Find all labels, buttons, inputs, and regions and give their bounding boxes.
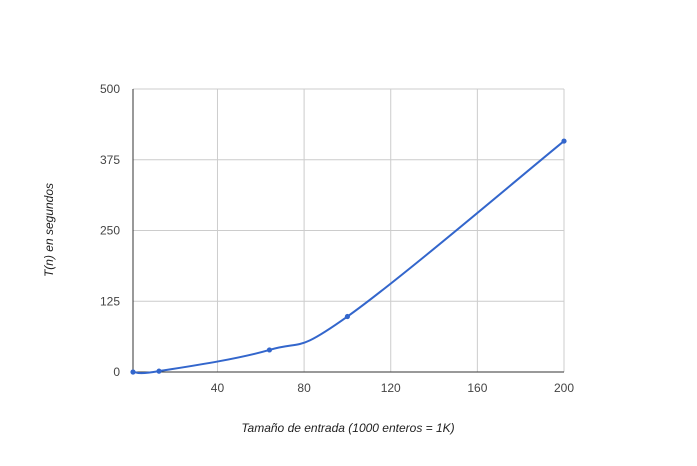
y-tick-label: 375: [100, 153, 120, 167]
x-tick-label: 40: [211, 381, 225, 395]
series-line: [132, 140, 565, 375]
x-axis-title: Tamaño de entrada (1000 enteros = 1K): [241, 421, 454, 435]
x-tick-label: 120: [381, 381, 401, 395]
x-tick-label: 160: [467, 381, 487, 395]
y-axis-title: T(n) en segundos: [42, 183, 56, 277]
series-layer: [130, 138, 567, 375]
data-point: [266, 347, 273, 353]
data-point: [156, 368, 162, 374]
y-tick-label: 0: [113, 365, 120, 379]
gridlines: [133, 88, 565, 372]
y-tick-label: 125: [100, 294, 120, 308]
x-tick-label: 80: [297, 381, 311, 395]
x-tick-label: 200: [554, 381, 574, 395]
data-point: [130, 369, 136, 375]
y-tick-label: 250: [100, 224, 120, 238]
data-point: [561, 138, 567, 144]
data-point: [344, 313, 351, 320]
y-tick-label: 500: [100, 82, 120, 96]
tick-labels: 0 125 250 375 500 40 80 120 160 200: [100, 82, 574, 395]
axes: [132, 89, 564, 373]
